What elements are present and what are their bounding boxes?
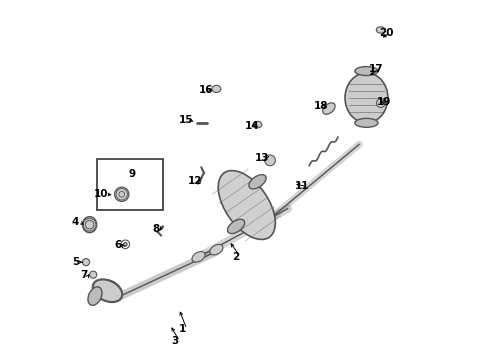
Text: 3: 3 [172, 337, 179, 346]
Text: 12: 12 [188, 176, 202, 186]
Text: 1: 1 [179, 324, 186, 334]
Ellipse shape [218, 171, 275, 239]
Text: 9: 9 [129, 168, 136, 179]
Text: 15: 15 [179, 115, 194, 125]
Text: 16: 16 [198, 85, 213, 95]
Circle shape [82, 258, 90, 266]
Ellipse shape [345, 73, 388, 123]
Text: 14: 14 [245, 121, 260, 131]
Text: 10: 10 [94, 189, 109, 199]
Text: 4: 4 [72, 217, 79, 227]
Ellipse shape [192, 252, 205, 262]
Circle shape [265, 155, 275, 166]
Text: 6: 6 [115, 240, 122, 250]
Text: 5: 5 [72, 257, 79, 267]
Text: 18: 18 [314, 101, 328, 111]
Text: 2: 2 [232, 252, 240, 262]
Ellipse shape [92, 279, 122, 303]
Circle shape [90, 271, 97, 278]
Text: 8: 8 [153, 224, 160, 234]
Text: 20: 20 [379, 28, 393, 38]
Ellipse shape [323, 103, 335, 114]
Bar [97, 158, 163, 210]
Text: 17: 17 [369, 64, 384, 73]
Ellipse shape [212, 85, 221, 93]
Text: 7: 7 [80, 270, 88, 280]
Ellipse shape [227, 219, 245, 234]
Text: 19: 19 [377, 97, 392, 107]
Ellipse shape [115, 187, 129, 202]
Ellipse shape [253, 121, 262, 128]
Text: 13: 13 [255, 153, 270, 163]
Ellipse shape [355, 118, 378, 127]
Ellipse shape [88, 287, 102, 305]
Ellipse shape [376, 27, 385, 33]
Text: 11: 11 [295, 181, 309, 192]
Ellipse shape [97, 280, 122, 302]
Ellipse shape [210, 244, 223, 255]
Ellipse shape [249, 175, 266, 189]
Circle shape [123, 243, 127, 246]
Ellipse shape [355, 67, 378, 76]
Ellipse shape [82, 217, 97, 233]
Circle shape [376, 99, 385, 108]
